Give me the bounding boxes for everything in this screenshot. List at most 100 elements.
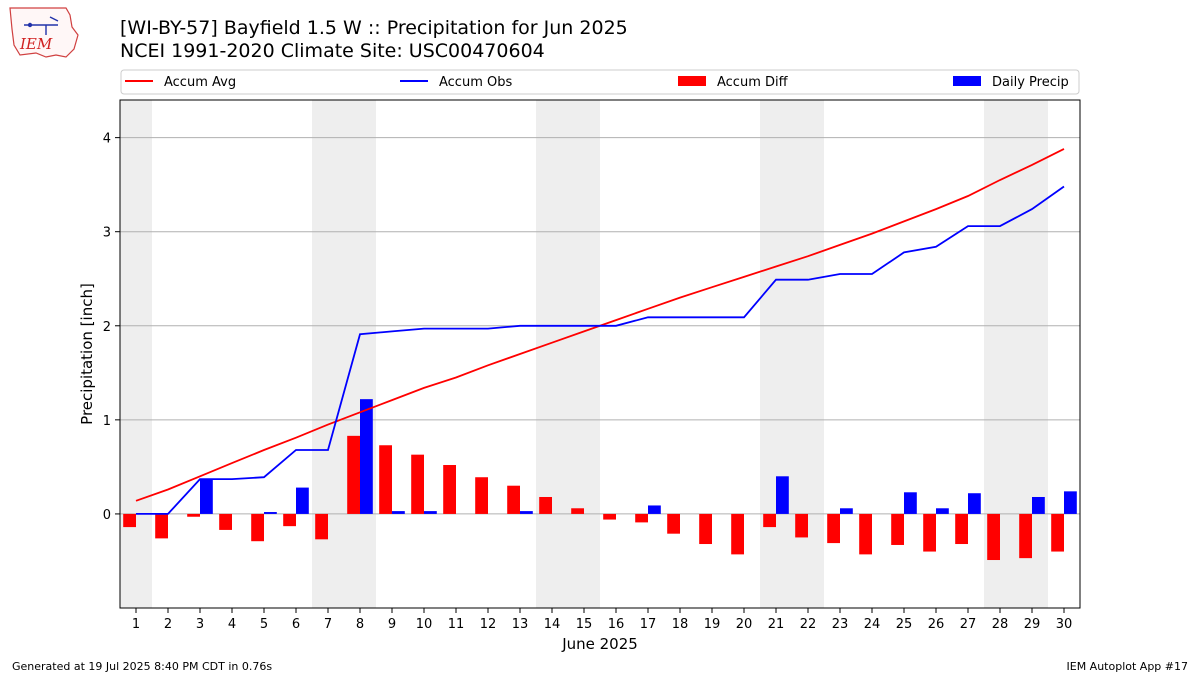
x-tick-label: 7 [324,617,332,632]
legend-daily-precip-swatch [953,76,981,86]
accum-diff-bar [635,513,648,523]
y-tick-label: 0 [103,508,111,523]
accum-diff-bar [571,508,584,514]
y-tick-label: 2 [103,320,111,335]
accum-diff-bar [923,513,936,552]
x-tick-label: 28 [992,617,1009,632]
weekend-shade [120,100,152,608]
legend-accum-obs-label: Accum Obs [439,75,512,90]
app-footer: IEM Autoplot App #17 [1066,660,1189,673]
daily-precip-bar [1032,496,1045,514]
accum-diff-bar [379,445,392,514]
x-tick-label: 11 [448,617,465,632]
accum-diff-bar [763,513,776,528]
x-tick-label: 2 [164,617,172,632]
x-tick-label: 21 [768,617,785,632]
daily-precip-bar [296,487,309,514]
x-tick-label: 5 [260,617,268,632]
daily-precip-bar [776,476,789,514]
x-tick-label: 20 [736,617,753,632]
legend-box [120,69,1080,95]
legend-accum-diff-swatch [678,76,706,86]
x-tick-label: 6 [292,617,300,632]
daily-precip-bar [264,512,277,514]
x-tick-label: 27 [960,617,977,632]
x-tick-label: 15 [576,617,593,632]
x-tick-label: 4 [228,617,236,632]
accum-diff-bar [347,435,360,514]
plot-frame [119,99,1081,609]
x-tick-label: 10 [416,617,433,632]
x-tick-label: 18 [672,617,689,632]
accum-diff-bar [539,496,552,514]
daily-precip-bar [1064,491,1077,514]
x-tick-label: 12 [480,617,497,632]
legend-accum-avg-label: Accum Avg [164,75,236,90]
x-tick-label: 19 [704,617,721,632]
y-tick-label: 1 [103,414,111,429]
x-tick-label: 25 [896,617,913,632]
x-tick-label: 3 [196,617,204,632]
daily-precip-bar [520,511,533,514]
x-tick-label: 30 [1056,617,1073,632]
generated-footer: Generated at 19 Jul 2025 8:40 PM CDT in … [12,660,273,673]
x-tick-label: 13 [512,617,529,632]
x-tick-label: 29 [1024,617,1041,632]
accum-diff-bar [507,485,520,514]
y-tick-label: 3 [103,226,111,241]
accum-diff-bar [731,513,744,555]
accum-diff-bar [155,513,168,539]
daily-precip-bar [936,508,949,514]
x-tick-label: 17 [640,617,657,632]
accum-obs-line [136,185,1065,515]
accum-diff-bar [955,513,968,545]
chart-subtitle: NCEI 1991-2020 Climate Site: USC00470604 [120,40,545,62]
accum-diff-bar [219,513,232,530]
accum-diff-bar [891,513,904,545]
accum-diff-bar [859,513,872,555]
y-axis-label: Precipitation [inch] [78,283,96,425]
daily-precip-bar [904,492,917,514]
y-tick-label: 4 [103,132,111,147]
accum-diff-bar [667,513,680,534]
weekend-shade [760,100,824,608]
daily-precip-bar [360,399,373,514]
weekend-shade [536,100,600,608]
iem-logo: IEM [6,5,80,63]
accum-diff-bar [187,513,200,517]
x-tick-label: 16 [608,617,625,632]
daily-precip-bar [840,508,853,514]
x-tick-label: 26 [928,617,945,632]
accum-diff-bar [315,513,328,540]
x-axis-label: June 2025 [561,635,638,653]
accum-diff-bar [699,513,712,545]
accum-diff-bar [603,513,616,520]
daily-precip-bar [968,493,981,514]
x-tick-label: 14 [544,617,561,632]
legend-accum-diff-label: Accum Diff [717,75,789,90]
x-tick-label: 23 [832,617,849,632]
x-tick-label: 8 [356,617,364,632]
svg-text:IEM: IEM [19,35,53,53]
x-tick-label: 24 [864,617,881,632]
daily-precip-bar [200,479,213,514]
accum-diff-bar [443,465,456,514]
daily-precip-bar [648,505,661,514]
accum-diff-bar [283,513,296,527]
x-tick-label: 1 [132,617,140,632]
accum-diff-bar [1051,513,1064,552]
accum-diff-bar [987,513,1000,561]
accum-diff-bar [123,513,136,528]
accum-diff-bar [411,454,424,514]
accum-diff-bar [827,513,840,544]
accum-diff-bar [251,513,264,542]
x-tick-label: 22 [800,617,817,632]
x-tick-label: 9 [388,617,396,632]
legend-daily-precip-label: Daily Precip [992,75,1069,90]
daily-precip-bar [424,511,437,514]
accum-diff-bar [1019,513,1032,559]
chart-title: [WI-BY-57] Bayfield 1.5 W :: Precipitati… [120,17,628,39]
accum-diff-bar [475,477,488,514]
accum-diff-bar [795,513,808,538]
